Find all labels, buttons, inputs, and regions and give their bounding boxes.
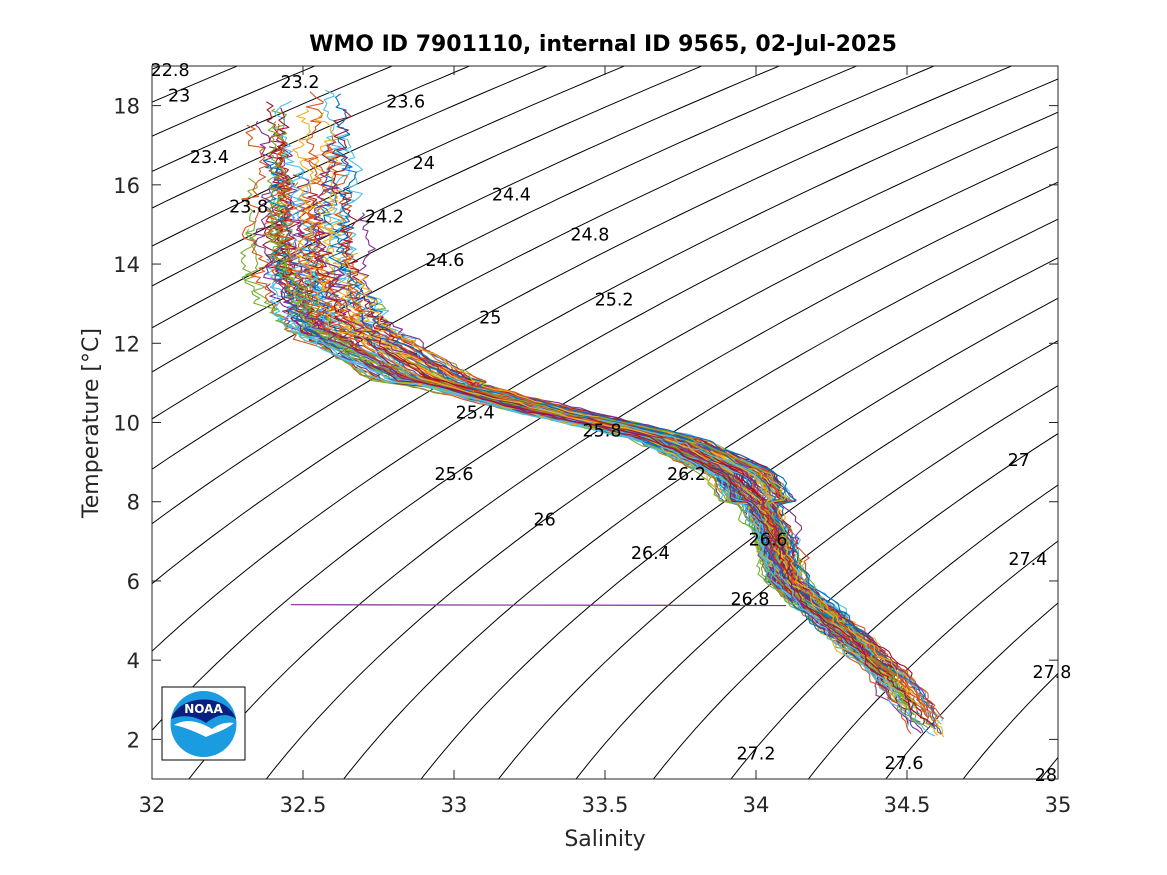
y-tick-label: 16 — [113, 174, 140, 198]
density-contour-line — [807, 540, 1058, 779]
profile-lines — [240, 89, 945, 738]
contour-label: 25.6 — [435, 465, 474, 485]
density-contour-line — [152, 66, 549, 247]
density-contour-line — [152, 66, 781, 373]
density-contour-line — [152, 66, 626, 287]
y-tick-label: 8 — [127, 491, 140, 515]
x-tick-label: 34 — [743, 793, 770, 817]
profile-line — [268, 296, 897, 697]
contour-label: 23.8 — [229, 198, 268, 218]
profile-line — [533, 397, 871, 638]
contour-label: 23.2 — [280, 73, 319, 93]
contour-label: 26 — [533, 511, 555, 531]
profile-line — [263, 159, 863, 658]
density-contour-line — [152, 66, 936, 470]
contour-label: 28 — [1035, 766, 1057, 786]
density-contour-line — [962, 672, 1058, 779]
noaa-logo-text: NOAA — [184, 702, 223, 716]
y-tick-label: 6 — [127, 570, 140, 594]
density-contour-line — [575, 385, 1058, 779]
contour-label: 23.4 — [190, 148, 229, 168]
density-contour-line — [420, 297, 1058, 779]
contour-label: 23.6 — [386, 93, 425, 113]
density-contour-line — [152, 111, 1058, 652]
profile-line — [296, 310, 870, 657]
contour-label: 25.8 — [582, 421, 621, 441]
profile-line — [408, 353, 939, 719]
x-tick-label: 32 — [139, 793, 166, 817]
contour-label: 23 — [168, 87, 190, 107]
contour-label: 26.8 — [730, 590, 769, 610]
x-axis-label: Salinity — [564, 827, 645, 852]
x-tick-label: 35 — [1045, 793, 1072, 817]
contour-label: 27.4 — [1008, 550, 1047, 570]
outlier-profile-line — [290, 604, 787, 607]
density-contour-labels: 22.8 23 23.2 23.4 23.6 23.8 24 24.2 24.4 24.6 24.8… — [151, 61, 1072, 786]
profile-line — [598, 416, 864, 637]
profile-line — [282, 248, 909, 706]
density-contour-line — [152, 66, 1013, 525]
y-tick-label: 10 — [113, 412, 140, 436]
contour-label: 25.2 — [595, 291, 634, 311]
density-contour-line — [152, 66, 317, 137]
density-contour-line — [152, 146, 1058, 732]
chart-title: WMO ID 7901110, internal ID 9565, 02-Jul… — [309, 32, 897, 57]
density-contour-line — [1149, 801, 1167, 846]
x-tick-label: 33.5 — [582, 793, 629, 817]
density-contour-line — [152, 66, 394, 172]
profile-line — [303, 340, 890, 686]
y-tick-label: 14 — [113, 253, 140, 277]
density-contour-line — [152, 66, 704, 329]
contour-label: 24.8 — [570, 225, 609, 245]
contour-label: 22.8 — [151, 61, 190, 81]
contour-label: 27 — [1008, 451, 1030, 471]
y-tick-label: 2 — [127, 728, 140, 752]
y-tick-label: 12 — [113, 332, 140, 356]
noaa-logo-bird — [171, 699, 236, 723]
profile-line — [359, 360, 884, 678]
density-contour-line — [497, 340, 1058, 779]
noaa-logo: NOAA — [161, 686, 246, 761]
profile-line — [354, 336, 898, 670]
contour-label: 24 — [413, 154, 435, 174]
contour-label: 25.4 — [456, 404, 495, 424]
contour-label: 24.2 — [365, 208, 404, 228]
profile-line — [313, 226, 893, 668]
density-contour-line — [152, 66, 858, 420]
density-contour-line — [152, 78, 1058, 585]
density-contour-line — [885, 602, 1058, 779]
contour-label: 24.6 — [425, 251, 464, 271]
contour-label: 25 — [479, 309, 501, 329]
density-contour-line — [730, 484, 1058, 779]
density-contour-line — [343, 257, 1058, 779]
contour-label: 26.6 — [749, 530, 788, 550]
contour-label: 27.2 — [737, 744, 776, 764]
density-contour-line — [265, 218, 1058, 779]
x-tick-label: 32.5 — [280, 793, 327, 817]
y-tick-label: 18 — [113, 95, 140, 119]
density-contour-line — [652, 433, 1058, 779]
density-contour-line — [1073, 708, 1167, 842]
profile-line — [292, 108, 907, 697]
x-tick-label: 33 — [441, 793, 468, 817]
contour-label: 24.4 — [492, 186, 531, 206]
density-contour-line — [152, 66, 471, 209]
profile-line — [396, 375, 925, 725]
y-axis-label: Temperature [°C] — [79, 328, 104, 519]
contour-label: 27.8 — [1032, 663, 1071, 683]
contour-label: 27.6 — [884, 754, 923, 774]
contour-label: 26.2 — [667, 465, 706, 485]
x-tick-label: 34.5 — [884, 793, 931, 817]
contour-label: 26.4 — [631, 544, 670, 564]
y-tick-label: 4 — [127, 649, 140, 673]
density-contour-line — [188, 181, 1058, 779]
